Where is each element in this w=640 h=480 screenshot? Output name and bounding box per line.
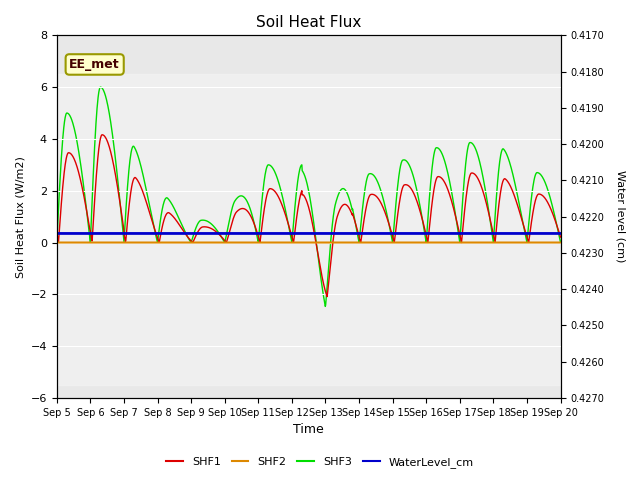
Y-axis label: Soil Heat Flux (W/m2): Soil Heat Flux (W/m2) [15,156,25,277]
X-axis label: Time: Time [293,423,324,436]
Bar [57,74,561,385]
Title: Soil Heat Flux: Soil Heat Flux [256,15,362,30]
Text: EE_met: EE_met [69,58,120,71]
Y-axis label: Water level (cm): Water level (cm) [615,170,625,263]
Legend: SHF1, SHF2, SHF3, WaterLevel_cm: SHF1, SHF2, SHF3, WaterLevel_cm [162,452,478,472]
